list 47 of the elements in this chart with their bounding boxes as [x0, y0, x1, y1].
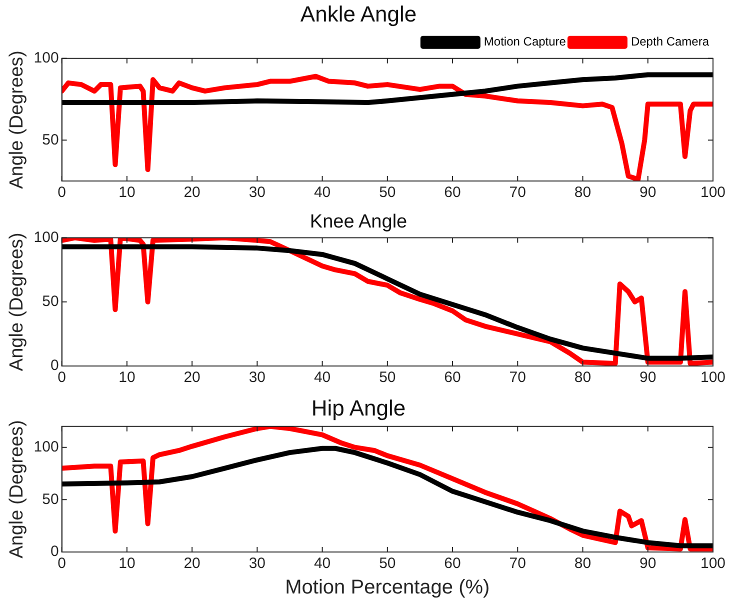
x-tick-label: 40: [314, 369, 331, 386]
x-tick-label: 60: [444, 369, 461, 386]
x-tick-label: 60: [444, 184, 461, 202]
x-tick-label: 30: [248, 369, 266, 386]
x-tick-label: 90: [640, 369, 656, 386]
chart-title: Hip Angle: [311, 395, 406, 420]
x-tick-label: 50: [379, 369, 396, 386]
x-tick-label: 20: [184, 369, 200, 386]
x-tick-label: 100: [700, 555, 726, 572]
x-tick-label: 30: [248, 555, 266, 572]
y-axis-title: Angle (Degrees): [6, 232, 28, 372]
y-axis-title: Angle (Degrees): [6, 420, 28, 558]
y-tick-label: 50: [42, 293, 59, 310]
x-tick-label: 10: [118, 369, 136, 386]
legend-label: Depth Camera: [630, 34, 710, 49]
x-tick-label: 20: [184, 555, 200, 572]
x-tick-label: 40: [314, 184, 331, 202]
y-tick-label: 0: [50, 357, 59, 374]
x-tick-label: 60: [444, 555, 461, 572]
y-tick-label: 50: [42, 131, 59, 148]
x-tick-label: 50: [379, 555, 396, 572]
x-tick-label: 70: [509, 555, 526, 572]
y-tick-label: 0: [50, 543, 59, 560]
x-tick-label: 10: [118, 555, 136, 572]
x-tick-label: 80: [574, 555, 592, 572]
x-tick-label: 20: [184, 184, 200, 202]
legend-label: Motion Capture: [484, 34, 566, 49]
x-tick-label: 50: [379, 184, 396, 202]
chart-title: Knee Angle: [310, 212, 408, 233]
x-axis-title: Motion Percentage (%): [285, 576, 490, 599]
x-tick-label: 100: [700, 369, 726, 386]
x-tick-label: 80: [574, 369, 592, 386]
chart-title: Ankle Angle: [300, 1, 417, 26]
x-tick-label: 100: [700, 184, 726, 202]
x-tick-label: 90: [640, 555, 656, 572]
x-tick-label: 30: [248, 184, 266, 202]
y-tick-label: 50: [42, 490, 59, 508]
y-tick-label: 100: [34, 228, 59, 246]
y-tick-label: 100: [34, 50, 59, 67]
x-tick-label: 80: [574, 184, 592, 202]
y-tick-label: 100: [34, 438, 59, 456]
x-tick-label: 90: [640, 184, 656, 202]
x-tick-label: 70: [509, 184, 526, 202]
x-tick-label: 10: [118, 184, 136, 202]
x-tick-label: 40: [314, 555, 331, 572]
x-tick-label: 70: [509, 369, 526, 386]
y-axis-title: Angle (Degrees): [6, 50, 28, 189]
